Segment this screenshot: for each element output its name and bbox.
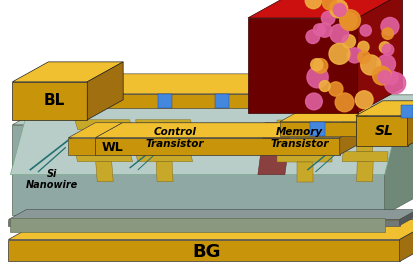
Polygon shape: [277, 120, 332, 130]
Text: Si
Nanowire: Si Nanowire: [26, 169, 78, 190]
Polygon shape: [8, 210, 413, 220]
Polygon shape: [247, 0, 401, 18]
Text: Memory
Transistor: Memory Transistor: [270, 127, 328, 149]
Polygon shape: [299, 74, 335, 108]
Text: BG: BG: [192, 243, 221, 262]
Polygon shape: [75, 120, 132, 130]
Polygon shape: [400, 105, 412, 118]
Circle shape: [332, 4, 345, 16]
Circle shape: [376, 55, 394, 73]
Circle shape: [306, 67, 328, 88]
Polygon shape: [158, 94, 172, 108]
Circle shape: [305, 93, 321, 110]
Circle shape: [380, 17, 398, 35]
Circle shape: [346, 48, 361, 63]
Polygon shape: [355, 116, 407, 146]
Polygon shape: [399, 210, 413, 225]
Circle shape: [313, 59, 327, 73]
Polygon shape: [68, 138, 95, 155]
Polygon shape: [279, 122, 355, 136]
Circle shape: [339, 12, 356, 29]
Polygon shape: [357, 0, 401, 113]
Polygon shape: [95, 162, 113, 182]
Circle shape: [317, 23, 331, 37]
Polygon shape: [309, 122, 324, 136]
Polygon shape: [12, 95, 413, 125]
Polygon shape: [87, 62, 123, 120]
Polygon shape: [87, 94, 299, 108]
Polygon shape: [399, 220, 413, 261]
Circle shape: [305, 30, 319, 44]
Polygon shape: [12, 62, 123, 82]
Polygon shape: [8, 220, 399, 225]
Circle shape: [341, 35, 355, 48]
Polygon shape: [10, 218, 384, 232]
Circle shape: [335, 93, 353, 112]
Circle shape: [313, 24, 325, 36]
Circle shape: [310, 59, 322, 71]
Circle shape: [360, 55, 380, 75]
Text: WL: WL: [101, 141, 123, 154]
Circle shape: [384, 73, 405, 94]
Polygon shape: [257, 123, 291, 175]
Polygon shape: [384, 95, 413, 215]
Polygon shape: [87, 74, 335, 94]
Circle shape: [328, 43, 349, 64]
Polygon shape: [12, 82, 87, 120]
Polygon shape: [75, 152, 132, 162]
Polygon shape: [356, 130, 372, 152]
Polygon shape: [12, 125, 384, 215]
Circle shape: [377, 71, 390, 84]
Polygon shape: [8, 220, 413, 239]
Polygon shape: [156, 130, 173, 152]
Polygon shape: [355, 101, 413, 116]
Circle shape: [357, 41, 368, 53]
Polygon shape: [10, 108, 401, 175]
Polygon shape: [135, 152, 192, 162]
Circle shape: [381, 28, 392, 39]
Text: BL: BL: [43, 93, 64, 108]
Circle shape: [384, 71, 397, 85]
Circle shape: [322, 0, 335, 10]
Polygon shape: [279, 107, 382, 122]
Polygon shape: [317, 74, 395, 94]
Polygon shape: [296, 162, 312, 182]
Polygon shape: [156, 162, 173, 182]
Polygon shape: [95, 123, 366, 138]
Polygon shape: [95, 138, 339, 155]
Polygon shape: [356, 162, 372, 182]
Polygon shape: [8, 239, 399, 261]
Polygon shape: [277, 152, 332, 162]
Text: Control
Transistor: Control Transistor: [145, 127, 204, 149]
Polygon shape: [342, 120, 387, 130]
Polygon shape: [407, 101, 413, 146]
Circle shape: [304, 0, 321, 9]
Circle shape: [359, 25, 370, 36]
Circle shape: [329, 0, 347, 18]
Circle shape: [320, 11, 334, 25]
Polygon shape: [95, 130, 113, 152]
Polygon shape: [296, 130, 312, 152]
Circle shape: [372, 66, 390, 85]
Circle shape: [339, 10, 360, 31]
Text: SL: SL: [374, 124, 393, 138]
Polygon shape: [68, 123, 122, 138]
Polygon shape: [342, 152, 387, 162]
Polygon shape: [247, 18, 357, 113]
Circle shape: [318, 81, 330, 92]
Circle shape: [329, 24, 348, 43]
Circle shape: [357, 51, 369, 63]
Polygon shape: [339, 123, 366, 155]
Polygon shape: [317, 94, 359, 108]
Circle shape: [354, 91, 372, 109]
Circle shape: [328, 82, 342, 96]
Circle shape: [382, 44, 393, 55]
Polygon shape: [135, 120, 192, 130]
Circle shape: [378, 42, 389, 53]
Polygon shape: [214, 94, 228, 108]
